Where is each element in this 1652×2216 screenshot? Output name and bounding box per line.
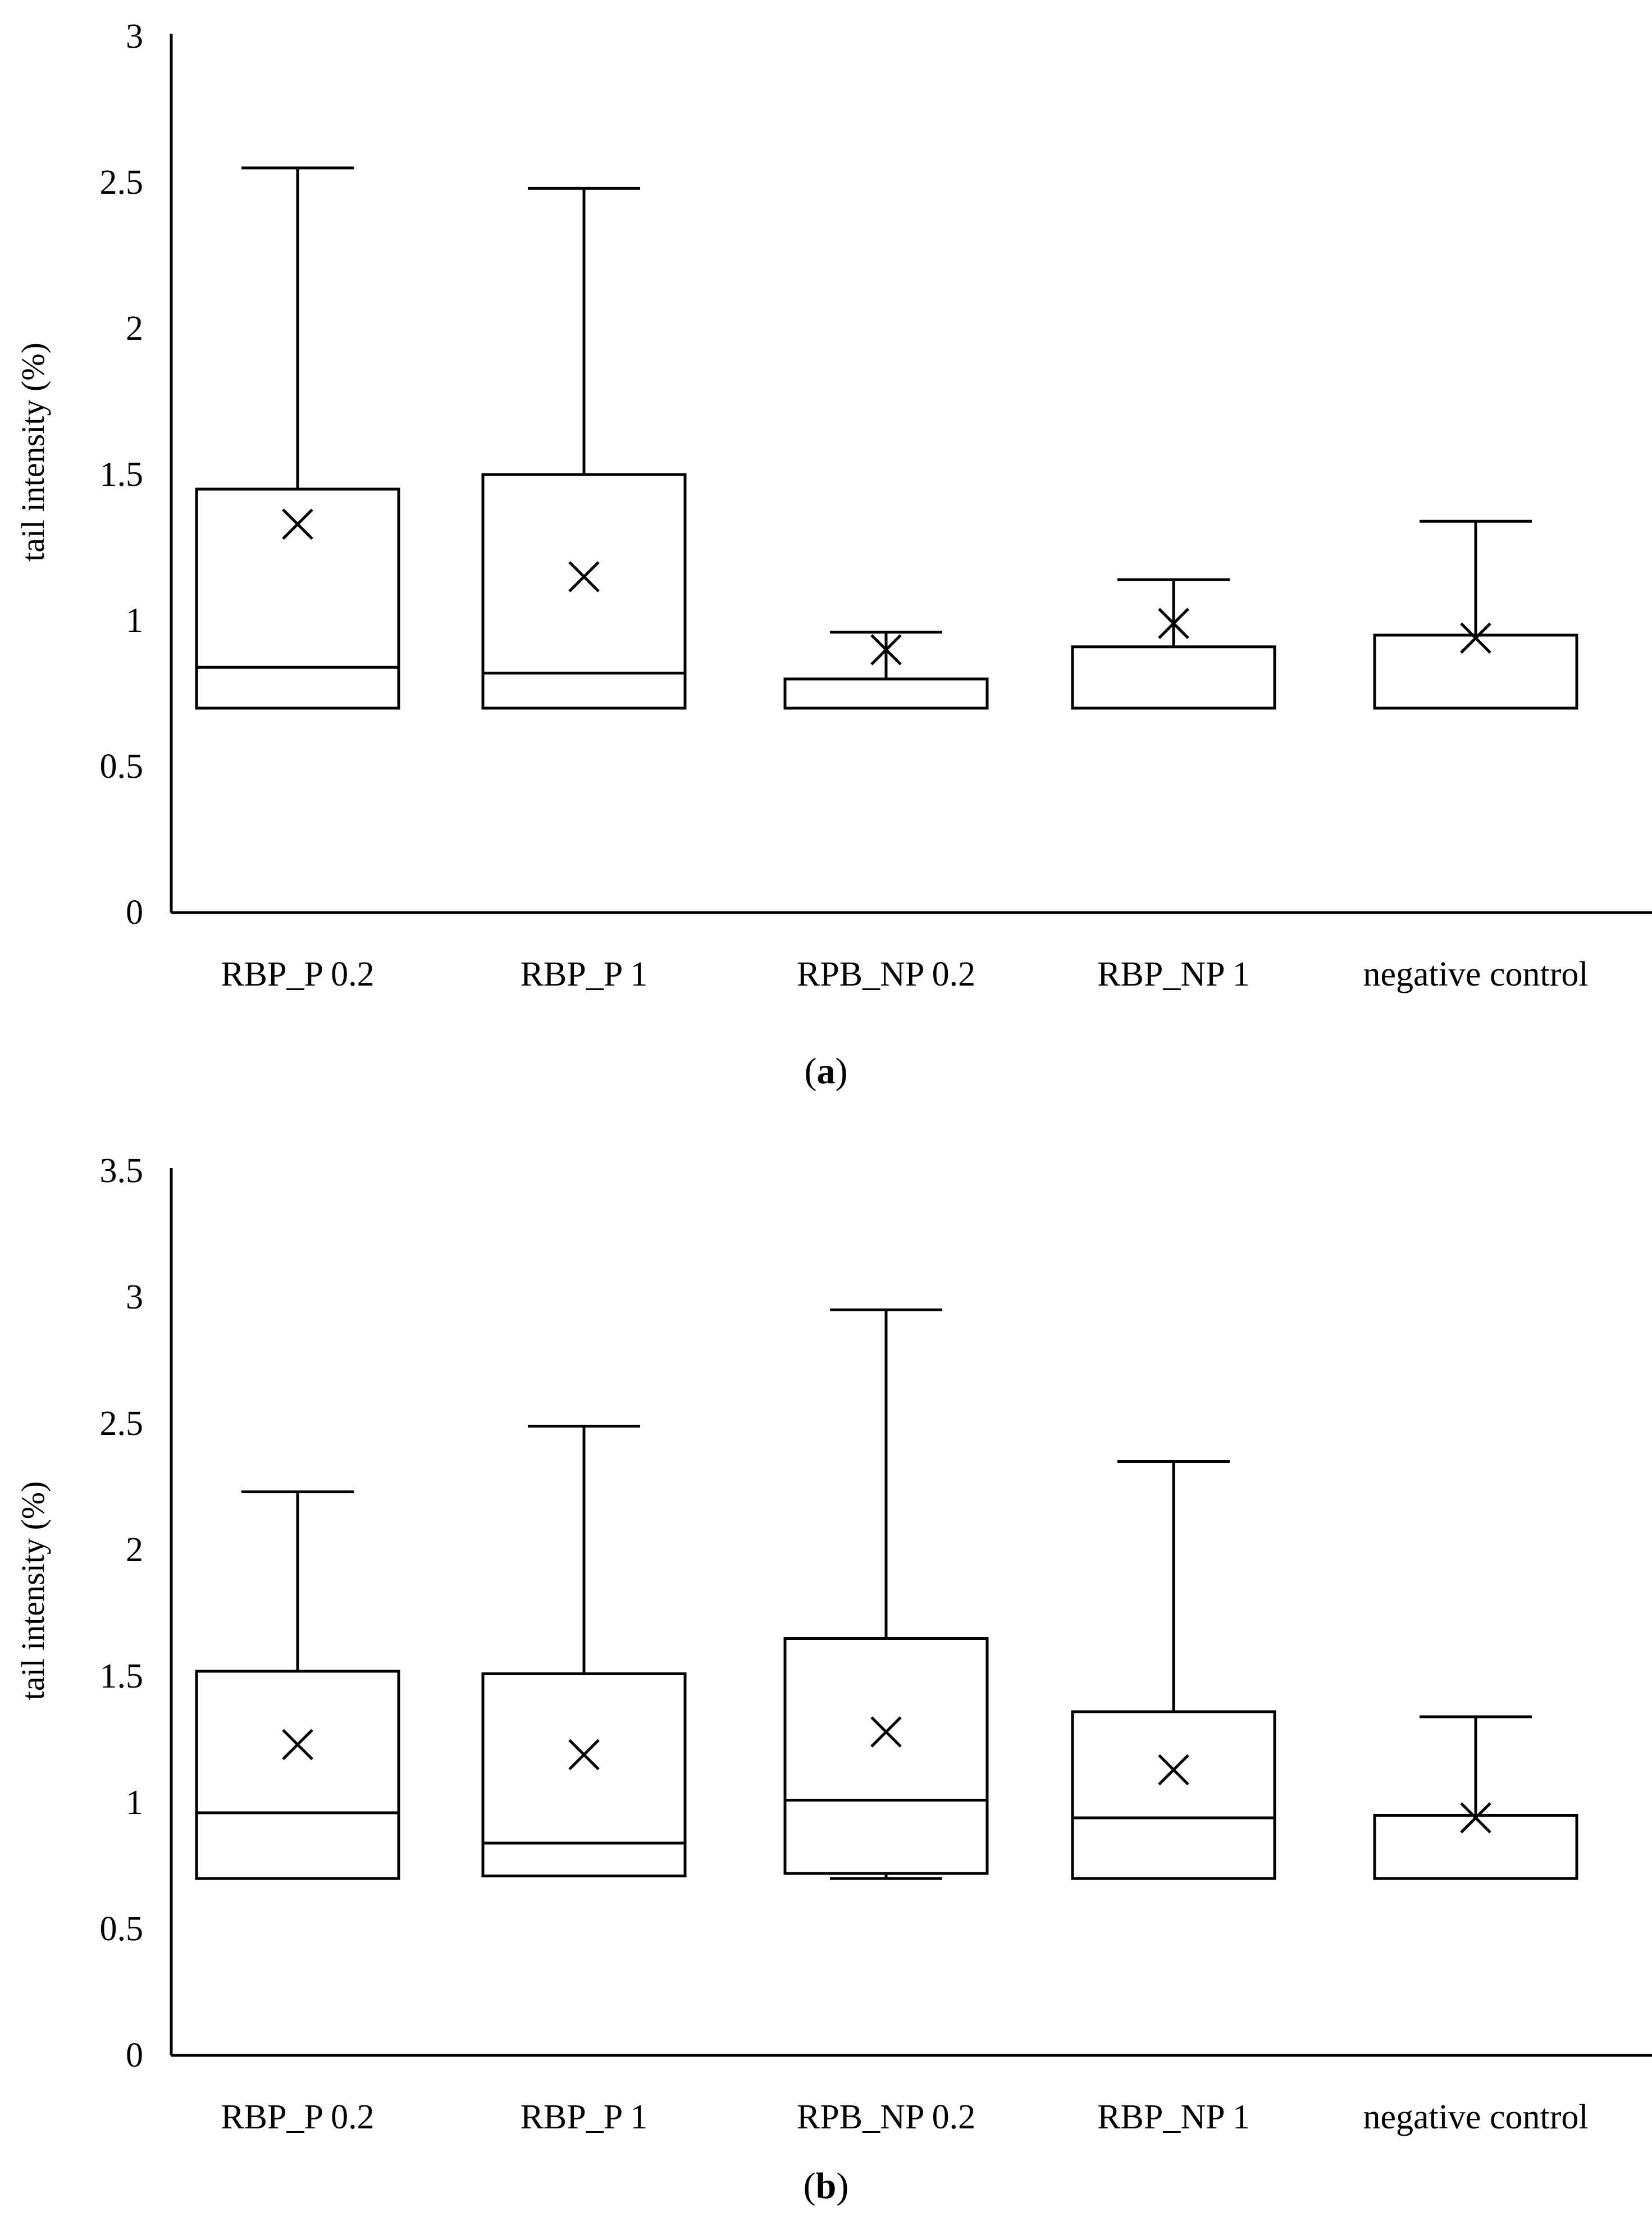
box-iqr <box>783 677 989 710</box>
mean-marker-stroke <box>1158 608 1189 639</box>
mean-marker-stroke <box>870 634 902 665</box>
box-5 <box>1373 1715 1578 1880</box>
caption-a: (a) <box>804 1051 848 1092</box>
box-plot-a: 0 0.5 1 1.5 2 2.5 3 tail intensity (%) RBP_P 0.2… <box>15 17 1652 993</box>
y-tick-label: 1.5 <box>100 1657 144 1695</box>
mean-marker <box>1158 608 1189 639</box>
box-1 <box>195 166 400 710</box>
y-tick-label: 0.5 <box>100 747 144 786</box>
box-iqr <box>1373 633 1578 710</box>
y-tick-label: 3 <box>126 1278 143 1316</box>
chart-panel-a: 0 0.5 1 1.5 2 2.5 3 tail intensity (%) RBP_P 0.2… <box>0 0 1652 1045</box>
mean-marker-stroke <box>870 1716 902 1748</box>
y-tick-label: 0.5 <box>100 1910 144 1948</box>
y-tick-label: 1 <box>126 601 143 640</box>
category-label: RBP_P 0.2 <box>221 955 374 993</box>
category-label: RBP_P 1 <box>521 2098 648 2136</box>
box-4 <box>1071 1460 1276 1880</box>
mean-marker <box>870 634 902 665</box>
y-tick-label: 2.5 <box>100 163 144 202</box>
box-4 <box>1071 578 1276 710</box>
mean-marker <box>870 1716 902 1748</box>
mean-marker-stroke <box>282 508 313 540</box>
mean-marker <box>282 508 313 540</box>
category-label: RPB_NP 0.2 <box>797 2098 975 2136</box>
box-iqr <box>481 473 687 710</box>
box-iqr <box>195 1670 400 1880</box>
y-tick-label: 1 <box>126 1784 143 1822</box>
mean-marker-stroke <box>1158 1754 1189 1786</box>
box-iqr <box>1071 645 1276 710</box>
mean-marker <box>568 561 600 592</box>
box-3 <box>783 1308 989 1880</box>
mean-marker-stroke <box>1460 622 1491 654</box>
category-label: RBP_P 1 <box>521 955 648 993</box>
mean-marker <box>1460 622 1491 654</box>
box-plot-b: 0 0.5 1 1.5 2 2.5 3 3.5 tail intensity (%) RBP_P … <box>15 1152 1652 2136</box>
category-label: RBP_P 0.2 <box>221 2098 374 2136</box>
y-tick-label: 0 <box>126 2036 143 2074</box>
mean-marker <box>1158 1754 1189 1786</box>
box-iqr <box>481 1672 687 1877</box>
box-5 <box>1373 519 1578 710</box>
box-1 <box>195 1490 400 1880</box>
category-label: RBP_NP 1 <box>1097 2098 1250 2136</box>
y-tick-label: 1.5 <box>100 455 144 494</box>
box-2 <box>481 1425 687 1877</box>
box-iqr <box>1373 1814 1578 1880</box>
mean-marker <box>1460 1802 1491 1834</box>
caption-b: (b) <box>803 2165 849 2206</box>
mean-marker-stroke <box>568 1739 600 1771</box>
box-2 <box>481 186 687 710</box>
y-tick-label: 3.5 <box>100 1152 144 1190</box>
category-label: RBP_NP 1 <box>1097 955 1250 993</box>
box-iqr <box>1071 1710 1276 1880</box>
box-iqr <box>783 1637 989 1875</box>
mean-marker-stroke <box>568 561 600 592</box>
y-tick-label: 2.5 <box>100 1405 144 1443</box>
category-label: RPB_NP 0.2 <box>797 955 975 993</box>
box-3 <box>783 631 989 710</box>
y-tick-label: 2 <box>126 309 143 348</box>
mean-marker <box>568 1739 600 1771</box>
y-tick-label: 2 <box>126 1531 143 1569</box>
y-tick-label: 3 <box>126 17 143 56</box>
box-iqr <box>195 487 400 710</box>
y-axis-title: tail intensity (%) <box>15 1481 51 1700</box>
mean-marker <box>282 1729 313 1761</box>
mean-marker-stroke <box>1460 1802 1491 1834</box>
chart-panel-b: 0 0.5 1 1.5 2 2.5 3 3.5 tail intensity (%) RBP_P … <box>0 1146 1652 2156</box>
y-tick-label: 0 <box>126 893 143 932</box>
mean-marker-stroke <box>282 1729 313 1761</box>
y-axis-title: tail intensity (%) <box>15 343 51 562</box>
category-label: negative control <box>1363 955 1588 993</box>
category-label: negative control <box>1363 2098 1588 2136</box>
